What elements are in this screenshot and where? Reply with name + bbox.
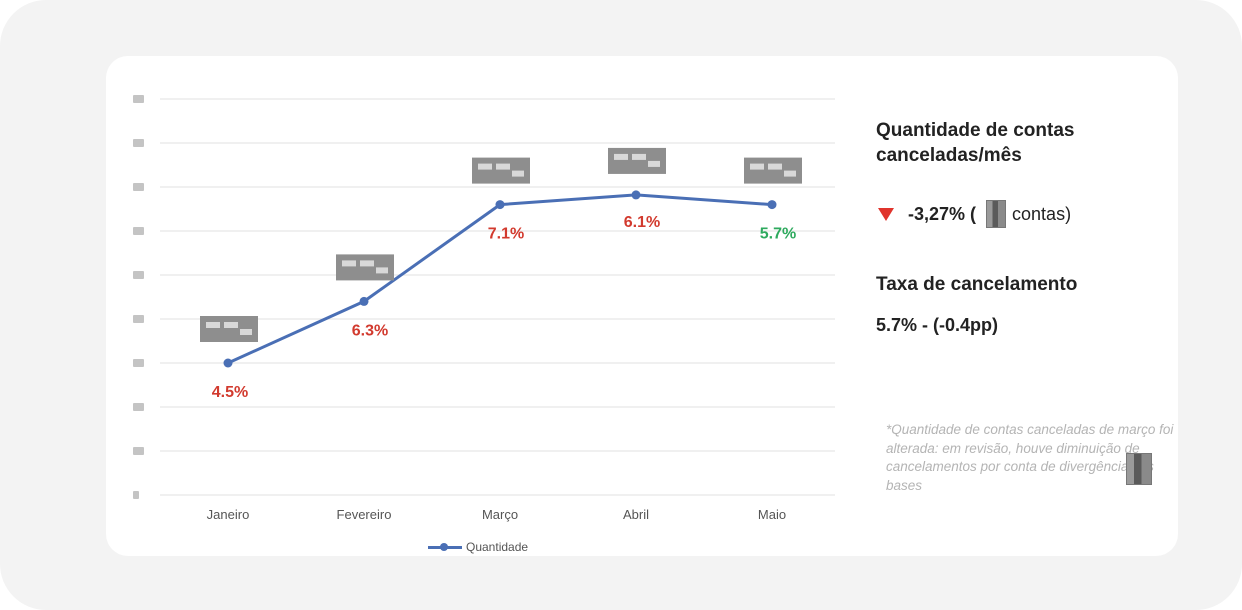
rate-data-label: 5.7% <box>760 226 796 243</box>
rate-data-label: 6.1% <box>624 214 660 231</box>
value-label-obscured-pixel <box>496 163 510 170</box>
data-point <box>223 358 233 368</box>
data-point <box>359 296 369 306</box>
rate-data-label: 6.3% <box>352 322 388 339</box>
data-point <box>767 200 777 210</box>
legend-label: Quantidade <box>466 540 529 554</box>
redacted-count <box>986 200 1007 228</box>
delta-value: -3,27% ( <box>908 203 977 224</box>
value-label-obscured-pixel <box>632 153 646 160</box>
x-tick-label: Janeiro <box>207 507 250 522</box>
rate-data-label: 4.5% <box>212 384 248 401</box>
x-tick-label: Maio <box>758 507 786 522</box>
y-tick-label-obscured <box>133 95 144 103</box>
value-label-obscured-pixel <box>768 163 782 170</box>
data-point <box>495 200 505 210</box>
footnote: *Quantidade de contas canceladas de març… <box>886 421 1176 495</box>
x-tick-label: Abril <box>623 507 649 522</box>
delta-suffix: contas) <box>1012 203 1072 224</box>
y-tick-label-obscured <box>133 359 144 367</box>
value-label-obscured-pixel <box>360 260 374 267</box>
y-tick-label-obscured <box>133 183 144 191</box>
chart-card <box>106 56 1178 556</box>
legend-line-marker <box>428 542 462 551</box>
value-label-obscured-pixel <box>376 267 388 274</box>
chart-legend: Quantidade <box>428 540 528 554</box>
rate-value: 5.7% - (-0.4pp) <box>876 315 999 335</box>
y-tick-label-obscured <box>133 491 139 499</box>
y-tick-label-obscured <box>133 315 144 323</box>
metric-title: Quantidade de contas canceladas/mês <box>876 120 1075 166</box>
value-label-obscured-pixel <box>784 170 796 177</box>
value-label-obscured-pixel <box>478 163 492 170</box>
x-tick-label: Março <box>482 507 518 522</box>
series-line <box>227 193 773 365</box>
y-tick-label-obscured <box>133 139 144 147</box>
value-label-obscured-pixel <box>224 322 238 328</box>
down-triangle-icon <box>878 207 894 221</box>
value-label-obscured-pixel <box>342 260 356 267</box>
x-tick-label: Fevereiro <box>337 507 392 522</box>
y-tick-label-obscured <box>133 227 144 235</box>
value-label-obscured-pixel <box>206 322 220 328</box>
value-label-obscured-pixel <box>648 160 660 167</box>
rate-data-label: 7.1% <box>488 226 524 243</box>
value-label-obscured-pixel <box>240 329 252 335</box>
y-tick-label-obscured <box>133 447 144 455</box>
redacted-footnote-value <box>1126 453 1152 485</box>
data-point <box>631 190 641 200</box>
value-label-obscured-pixel <box>512 170 524 177</box>
value-label-obscured-pixel <box>614 153 628 160</box>
value-label-obscured-pixel <box>750 163 764 170</box>
y-tick-label-obscured <box>133 271 144 279</box>
footnote-text: *Quantidade de contas canceladas de març… <box>886 422 1174 493</box>
rate-title: Taxa de cancelamento <box>876 274 1078 295</box>
delta-row: -3,27% ( contas) <box>878 200 1071 228</box>
y-tick-label-obscured <box>133 403 144 411</box>
